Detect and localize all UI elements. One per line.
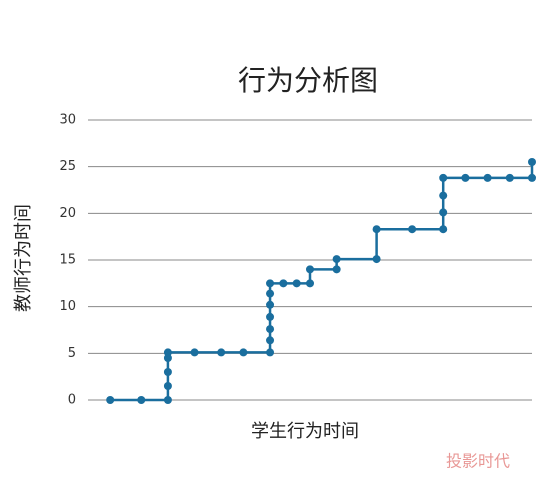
data-point: [239, 348, 248, 357]
y-tick-label: 5: [68, 346, 76, 361]
data-point: [461, 173, 470, 182]
data-point: [137, 396, 146, 404]
data-point: [190, 348, 199, 357]
data-point: [163, 368, 172, 376]
data-point: [439, 173, 448, 182]
data-point: [163, 348, 172, 357]
data-point: [266, 336, 275, 345]
data-point: [528, 173, 536, 182]
y-tick-label: 10: [59, 299, 76, 314]
data-point: [439, 208, 448, 217]
data-point: [217, 348, 226, 357]
data-point: [266, 289, 275, 298]
y-tick-label: 15: [59, 253, 76, 268]
y-tick-label: 20: [59, 206, 76, 221]
y-tick-label: 0: [68, 393, 76, 408]
data-point: [483, 173, 492, 182]
data-point: [528, 158, 536, 166]
data-point: [266, 279, 275, 288]
y-axis-label: 教师行为时间: [13, 204, 34, 312]
data-point: [266, 300, 275, 309]
data-point: [372, 255, 381, 264]
data-point: [163, 382, 172, 390]
data-point: [279, 279, 288, 288]
chart-title: 行为分析图: [238, 64, 378, 97]
data-point: [106, 396, 115, 404]
data-point: [439, 191, 448, 200]
data-point: [163, 354, 172, 362]
data-point: [266, 325, 275, 334]
data-point: [266, 312, 275, 321]
y-tick-label: 25: [59, 159, 76, 174]
data-line: [110, 162, 534, 402]
data-point: [266, 348, 275, 357]
data-point: [306, 265, 314, 274]
x-axis-label: 学生行为时间: [251, 421, 359, 442]
data-point: [163, 396, 172, 404]
data-point: [332, 265, 341, 274]
data-point: [332, 255, 341, 264]
data-point: [306, 279, 314, 288]
data-point: [408, 225, 417, 234]
data-point: [292, 279, 301, 288]
data-point: [505, 173, 514, 182]
y-tick-label: 30: [59, 113, 76, 128]
data-point: [439, 225, 448, 234]
watermark: 投影时代: [446, 452, 510, 471]
data-point: [372, 225, 381, 234]
